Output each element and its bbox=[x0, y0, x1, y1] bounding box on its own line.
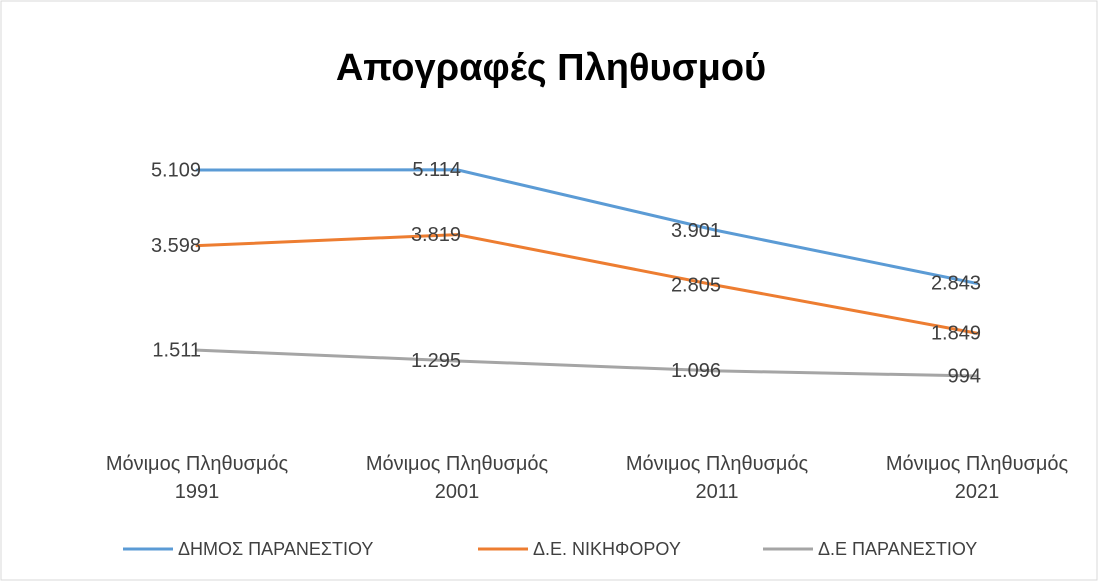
x-tick-label: Μόνιμος Πληθυσμός 2001 bbox=[366, 453, 549, 503]
data-label: 2.805 bbox=[671, 275, 721, 297]
legend-label: Δ.Ε ΠΑΡΑΝΕΣΤΙΟΥ bbox=[818, 539, 977, 559]
x-tick-line: Μόνιμος Πληθυσμός bbox=[106, 453, 289, 475]
line bbox=[195, 168, 979, 285]
x-tick-line: Μόνιμος Πληθυσμός bbox=[886, 453, 1069, 475]
data-label: 1.295 bbox=[411, 350, 461, 372]
data-label: 5.114 bbox=[412, 159, 461, 181]
legend-label: ΔΗΜΟΣ ΠΑΡΑΝΕΣΤΙΟΥ bbox=[178, 539, 373, 559]
x-tick-line: 2011 bbox=[695, 481, 738, 503]
data-label: 5.109 bbox=[151, 159, 201, 181]
x-tick-line: 1991 bbox=[175, 481, 220, 503]
data-label: 1.849 bbox=[931, 323, 981, 345]
x-tick-line: Μόνιμος Πληθυσμός bbox=[626, 453, 809, 475]
x-tick-line: 2001 bbox=[435, 481, 480, 503]
data-label: 3.819 bbox=[411, 224, 461, 246]
legend-label: Δ.Ε. ΝΙΚΗΦΟΡΟΥ bbox=[533, 539, 681, 559]
chart-title: Απογραφές Πληθυσμού bbox=[336, 47, 766, 89]
x-tick-line: Μόνιμος Πληθυσμός bbox=[366, 453, 549, 475]
x-tick-label: Μόνιμος Πληθυσμός 2011 bbox=[626, 453, 809, 503]
line bbox=[195, 233, 979, 335]
data-label: 2.843 bbox=[931, 273, 981, 295]
data-label: 1.511 bbox=[152, 339, 201, 361]
data-label: 3.598 bbox=[151, 235, 201, 257]
line bbox=[195, 348, 979, 378]
x-tick-label: Μόνιμος Πληθυσμός 1991 bbox=[106, 453, 289, 503]
x-tick-line: 2021 bbox=[955, 481, 1000, 503]
data-label: 3.901 bbox=[671, 220, 721, 242]
x-tick-label: Μόνιμος Πληθυσμός 2021 bbox=[886, 453, 1069, 503]
data-label: 994 bbox=[948, 365, 981, 387]
data-label: 1.096 bbox=[671, 360, 721, 382]
